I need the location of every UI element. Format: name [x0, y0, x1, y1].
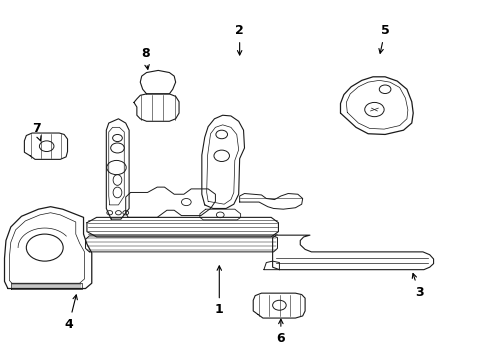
Text: 2: 2 — [235, 24, 244, 55]
Text: 4: 4 — [64, 295, 77, 330]
Text: 5: 5 — [378, 24, 388, 53]
Text: 8: 8 — [141, 47, 149, 69]
Text: 6: 6 — [276, 319, 285, 345]
Text: 3: 3 — [411, 274, 423, 298]
Text: 1: 1 — [214, 266, 223, 316]
Text: 7: 7 — [32, 122, 41, 141]
